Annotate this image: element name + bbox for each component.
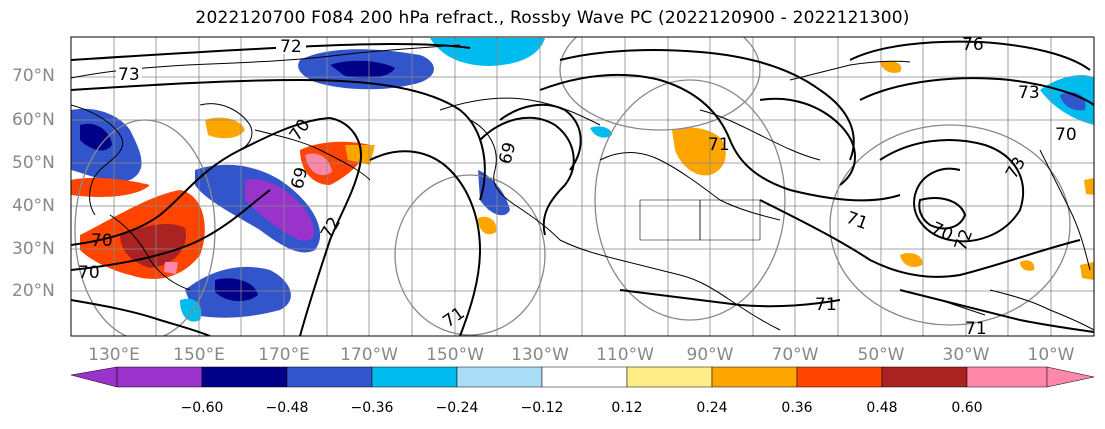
colorbar-tick: −0.48 [265,400,309,416]
contour-label: 71 [815,295,837,315]
colorbar-segment [881,366,968,388]
lon-label: 150°W [426,345,484,365]
contour-label: 72 [280,37,302,57]
colorbar [70,366,1095,388]
lon-label: 110°W [596,345,654,365]
lon-label: 130°W [511,345,569,365]
colorbar-segment [201,366,288,388]
refractivity-contours [71,40,1094,336]
contour-label: 70 [1055,125,1077,145]
lon-label: 70°W [771,345,819,365]
lon-label: 170°W [340,345,398,365]
contour-label: 70 [78,263,100,283]
lat-label: 20°N [12,281,55,301]
colorbar-extend-high [1046,366,1095,388]
map-title: 2022120700 F084 200 hPa refract., Rossby… [195,8,910,28]
lat-label: 30°N [12,239,55,259]
lat-label: 40°N [12,196,55,216]
colorbar-tick: 0.24 [696,400,728,416]
contour-label: 70 [91,231,113,251]
contour-label: 73 [118,65,140,85]
lon-label: 10°W [1027,345,1075,365]
colorbar-segment [966,366,1048,388]
colorbar-tick: 0.60 [951,400,983,416]
lon-label: 30°W [942,345,990,365]
lon-label: 150°E [173,345,225,365]
rossby-wave-circles [74,37,1071,336]
colorbar-segment [371,366,458,388]
coastlines [71,44,1094,331]
colorbar-segment [626,366,713,388]
colorbar-segment [711,366,798,388]
colorbar-tick: −0.36 [350,400,394,416]
colorbar-tick: 0.48 [866,400,898,416]
colorbar-segment [456,366,543,388]
colorbar-segment [796,366,883,388]
contour-label: 71 [708,135,730,155]
lat-label: 50°N [12,153,55,173]
colorbar-extend-low [70,366,118,388]
lon-label: 90°W [686,345,734,365]
lat-label: 60°N [12,110,55,130]
contour-label: 73 [1018,83,1040,103]
lon-label: 130°E [88,345,140,365]
map-frame [70,36,1095,337]
contour-label: 71 [965,319,987,339]
colorbar-segment [116,366,203,388]
colorbar-tick: −0.12 [520,400,564,416]
contour-label: 76 [962,35,984,55]
colorbar-tick: 0.36 [781,400,813,416]
colorbar-segment [541,366,628,388]
lon-label: 170°E [258,345,310,365]
colorbar-tick: −0.24 [435,400,479,416]
colorbar-tick: 0.12 [611,400,643,416]
colorbar-tick: −0.60 [180,400,224,416]
lat-label: 70°N [12,66,55,86]
lon-label: 50°W [857,345,905,365]
colorbar-segment [286,366,373,388]
